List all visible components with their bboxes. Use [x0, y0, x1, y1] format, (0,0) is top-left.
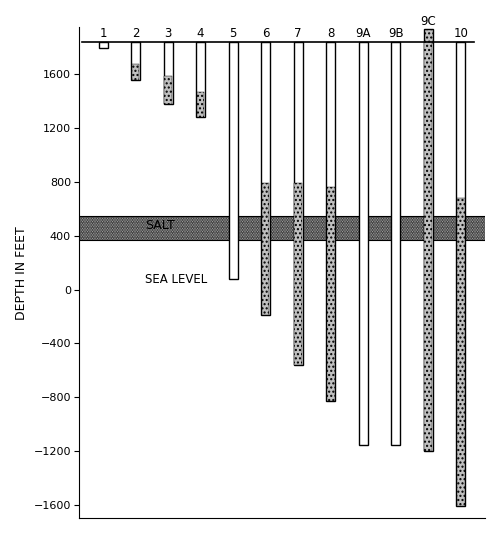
Bar: [164, 42, 172, 104]
Bar: [424, 29, 432, 42]
Text: 9C: 9C: [420, 15, 436, 28]
Bar: [132, 64, 140, 80]
Text: 1: 1: [100, 27, 107, 40]
Text: 3: 3: [164, 27, 172, 40]
Bar: [424, 42, 432, 451]
Text: SEA LEVEL: SEA LEVEL: [146, 273, 208, 286]
Bar: [131, 42, 140, 80]
Text: 10: 10: [453, 27, 468, 40]
Bar: [326, 188, 334, 401]
Bar: [456, 198, 464, 506]
Y-axis label: DEPTH IN FEET: DEPTH IN FEET: [15, 226, 28, 320]
Bar: [326, 42, 335, 401]
Bar: [294, 42, 302, 365]
Bar: [164, 76, 172, 104]
Bar: [424, 42, 432, 451]
Text: 5: 5: [230, 27, 237, 40]
Text: 8: 8: [327, 27, 334, 40]
Bar: [98, 42, 108, 49]
Bar: [78, 216, 485, 240]
Text: 9B: 9B: [388, 27, 404, 40]
Bar: [456, 42, 465, 506]
Text: 4: 4: [197, 27, 204, 40]
Bar: [358, 42, 368, 446]
Bar: [391, 42, 400, 446]
Bar: [294, 183, 302, 365]
Text: SALT: SALT: [146, 219, 175, 232]
Text: 2: 2: [132, 27, 140, 40]
Bar: [196, 42, 205, 117]
Text: 6: 6: [262, 27, 270, 40]
Bar: [262, 183, 270, 315]
Text: 7: 7: [294, 27, 302, 40]
Bar: [261, 42, 270, 315]
Bar: [196, 92, 204, 117]
Text: 9A: 9A: [356, 27, 371, 40]
Bar: [228, 42, 237, 279]
